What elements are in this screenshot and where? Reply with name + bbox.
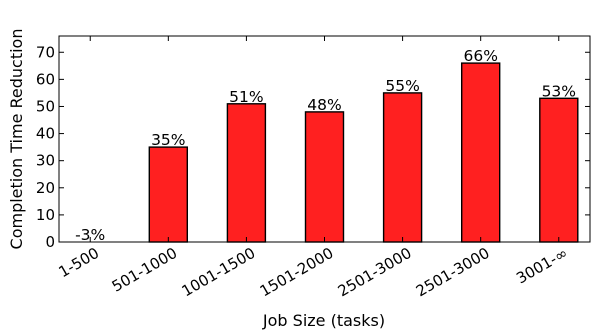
x-tick-label: 1501-2000 [257,244,337,300]
x-tick-label: 2501-3000 [335,244,415,300]
y-tick-label: 20 [36,179,55,197]
y-axis: 0 10 20 30 40 50 60 70 [36,43,590,251]
data-labels-group: -3% 35% 51% 48% 55% 66% 53% [75,47,576,244]
bar [539,97,579,243]
data-label: 35% [151,131,185,149]
x-tick-label: 501-1000 [109,244,181,296]
bar [226,103,267,243]
bars-group [148,62,579,243]
data-label: 53% [542,82,576,100]
data-label: 66% [463,47,497,65]
y-axis-title: Completion Time Reduction [7,29,26,250]
x-tick-label: 1-500 [55,244,102,281]
data-label: 55% [385,77,419,95]
y-tick-label: 40 [36,125,55,143]
y-tick-label: 50 [36,98,55,116]
x-tick-label: 2501-3000 [413,244,493,300]
y-tick-label: 0 [45,233,55,251]
x-tick-label: 3001-∞ [513,244,571,288]
bar [148,146,189,243]
x-tick-label: 1001-1500 [179,244,259,300]
bar [304,111,345,243]
y-tick-label: 30 [36,152,55,170]
y-tick-label: 60 [36,70,55,88]
bar [382,92,423,243]
data-label: 48% [307,96,341,114]
data-label: 51% [229,88,263,106]
data-label: -3% [75,226,105,244]
x-axis-title: Job Size (tasks) [262,311,385,330]
y-tick-label: 70 [36,43,55,61]
bar [461,62,501,243]
y-tick-label: 10 [36,206,55,224]
